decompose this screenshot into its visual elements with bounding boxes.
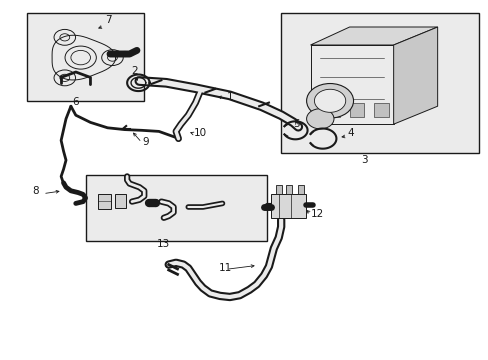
Bar <box>285 185 291 194</box>
Bar <box>349 103 364 117</box>
Circle shape <box>306 84 353 118</box>
Text: 5: 5 <box>293 119 300 129</box>
Bar <box>98 194 111 209</box>
Bar <box>373 103 388 117</box>
Text: 6: 6 <box>72 97 79 107</box>
Text: 7: 7 <box>105 15 112 26</box>
Text: 9: 9 <box>142 137 148 147</box>
Polygon shape <box>393 27 437 124</box>
Bar <box>298 185 304 194</box>
Text: 13: 13 <box>157 239 170 249</box>
Text: 3: 3 <box>360 155 367 165</box>
Text: 2: 2 <box>131 66 138 76</box>
Circle shape <box>314 89 345 112</box>
Bar <box>85 175 266 241</box>
Bar <box>27 13 144 101</box>
Bar <box>276 185 282 194</box>
Text: 1: 1 <box>226 92 233 102</box>
Text: 4: 4 <box>346 128 353 138</box>
Circle shape <box>71 50 90 65</box>
Bar <box>115 194 125 208</box>
Text: 11: 11 <box>219 263 232 273</box>
Text: 10: 10 <box>194 128 206 138</box>
Bar <box>325 103 339 117</box>
Text: 8: 8 <box>32 186 39 196</box>
Circle shape <box>306 109 333 129</box>
Text: 12: 12 <box>310 209 323 219</box>
Bar <box>281 13 478 153</box>
Polygon shape <box>310 27 437 45</box>
Polygon shape <box>310 45 393 124</box>
Bar <box>271 194 305 218</box>
